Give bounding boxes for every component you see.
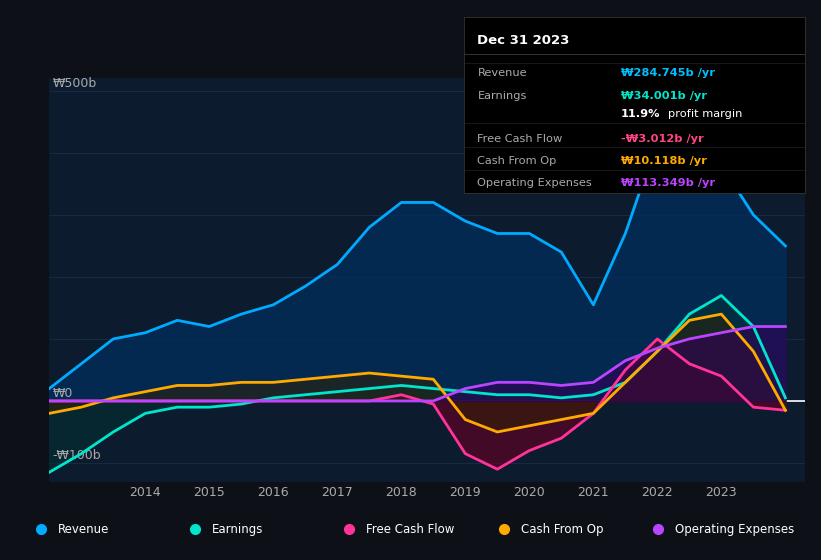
Text: Cash From Op: Cash From Op bbox=[478, 156, 557, 166]
Text: 11.9%: 11.9% bbox=[621, 109, 660, 119]
Text: ₩34.001b /yr: ₩34.001b /yr bbox=[621, 91, 707, 101]
Text: -₩100b: -₩100b bbox=[53, 449, 101, 462]
Text: ₩113.349b /yr: ₩113.349b /yr bbox=[621, 178, 715, 188]
Text: ₩500b: ₩500b bbox=[53, 77, 97, 90]
Text: Dec 31 2023: Dec 31 2023 bbox=[478, 35, 570, 48]
Text: Free Cash Flow: Free Cash Flow bbox=[478, 133, 562, 143]
Text: Operating Expenses: Operating Expenses bbox=[675, 522, 794, 536]
Text: profit margin: profit margin bbox=[668, 109, 743, 119]
Text: -₩3.012b /yr: -₩3.012b /yr bbox=[621, 133, 704, 143]
Text: ₩0: ₩0 bbox=[53, 387, 73, 400]
Text: Revenue: Revenue bbox=[57, 522, 109, 536]
Text: ₩284.745b /yr: ₩284.745b /yr bbox=[621, 68, 714, 78]
Text: Earnings: Earnings bbox=[212, 522, 264, 536]
Text: Free Cash Flow: Free Cash Flow bbox=[366, 522, 455, 536]
Text: Earnings: Earnings bbox=[478, 91, 527, 101]
Text: ₩10.118b /yr: ₩10.118b /yr bbox=[621, 156, 706, 166]
Text: Cash From Op: Cash From Op bbox=[521, 522, 603, 536]
Text: Operating Expenses: Operating Expenses bbox=[478, 178, 592, 188]
Text: Revenue: Revenue bbox=[478, 68, 527, 78]
